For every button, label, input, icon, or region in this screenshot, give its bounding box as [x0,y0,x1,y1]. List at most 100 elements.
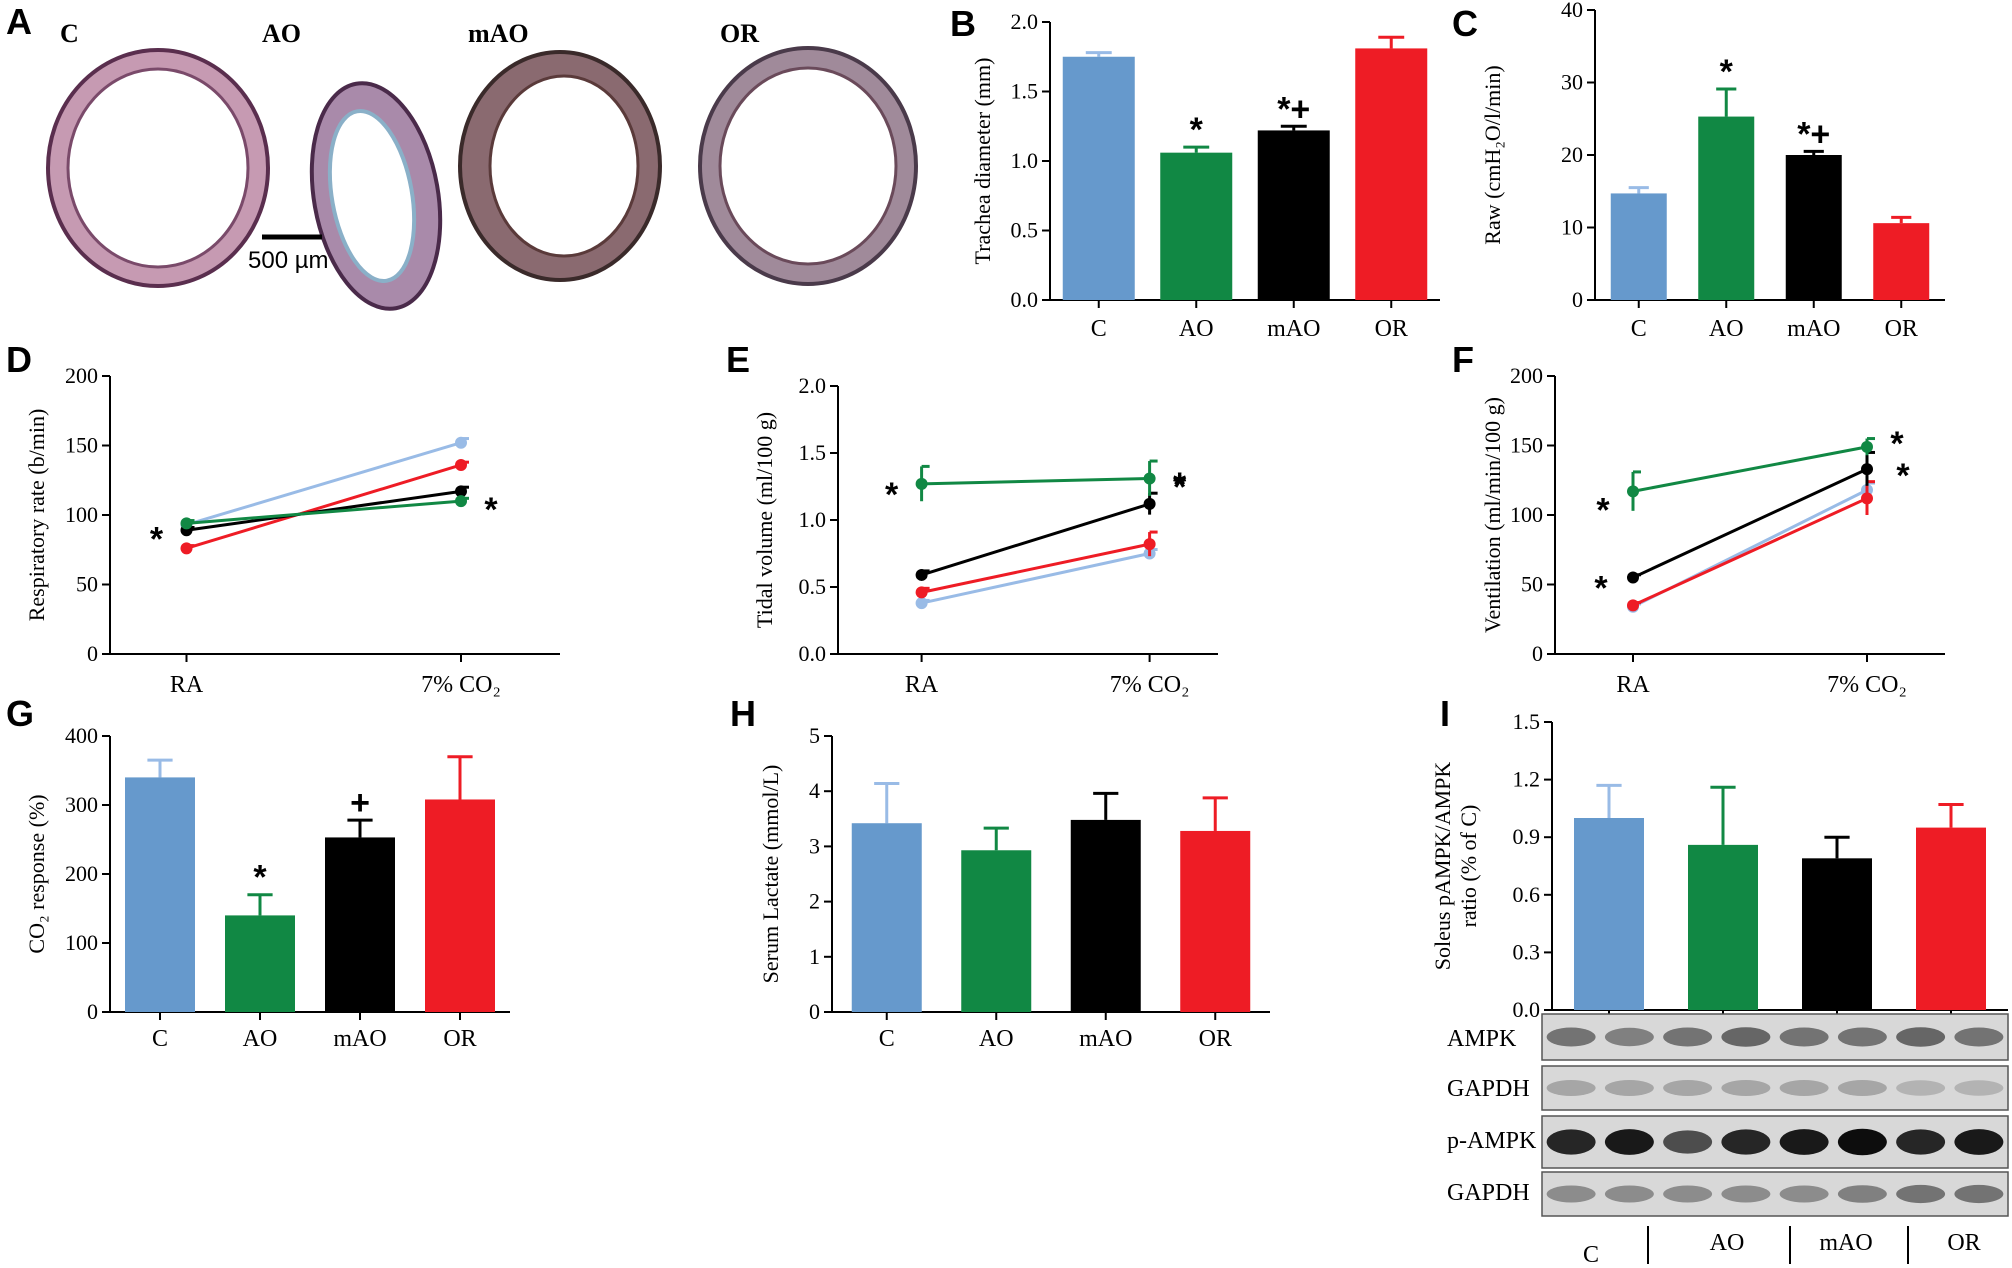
y-axis-label: Trachea diameter (mm) [970,58,995,265]
bar-or [425,799,495,1012]
y-tick-label: 150 [1510,433,1543,458]
data-point-mao [1861,463,1873,476]
bar-mao [1802,858,1872,1010]
blot-label-gapdh-1: GAPDH [1447,1076,1530,1102]
data-point-mao [1143,497,1156,510]
y-axis-label: Raw (cmH₂O/l/min) [1480,65,1505,244]
data-point-mao [1627,571,1639,584]
series-line-or [1632,496,1868,607]
bar-c [1610,193,1667,300]
bar-ao [961,850,1032,1012]
x-tick-label-c: C [1091,316,1107,342]
y-axis-label: Soleus pAMPK/AMPK [1430,762,1455,971]
data-point-or [1861,492,1873,505]
bar-c [1062,56,1135,300]
series-line-ao [921,476,1150,486]
bar-ao [225,915,295,1012]
x-tick-label: RA [905,672,939,698]
y-tick-label: 0 [87,641,98,666]
blot-band [1837,1027,1887,1047]
y-tick-label: 50 [1521,572,1543,597]
series-line-ao [1632,445,1868,493]
bar-mao [1785,155,1842,300]
bar-mao [1070,819,1141,1012]
x-tick-label-or: OR [1199,1026,1232,1052]
y-tick-label: 1.0 [1011,148,1039,173]
significance-marker: * [1594,570,1608,608]
y-tick-label: 200 [1510,363,1543,388]
y-tick-label: 400 [65,723,98,748]
blot-group-or: OR [1947,1230,1980,1256]
trachea-section-or [698,46,918,286]
data-point-or [1627,599,1639,612]
y-tick-label: 100 [1510,502,1543,527]
data-point-ao [1861,440,1873,453]
y-tick-label: 200 [65,363,98,388]
x-tick-label-ao: AO [243,1026,278,1052]
data-point-ao [1143,472,1156,485]
data-point-ao [915,477,928,490]
histo-label-ao: AO [262,19,301,48]
histo-label-mao: mAO [468,19,529,48]
y-tick-label: 0.5 [1011,218,1039,243]
y-tick-label: 2.0 [1011,9,1039,34]
x-tick-label-ao: AO [979,1026,1014,1052]
y-tick-label: 40 [1561,0,1583,22]
blot-band [1721,1185,1771,1203]
y-tick-label: 1 [809,944,820,969]
x-tick-label: 7% CO₂ [1827,672,1907,698]
data-point-c [455,436,467,449]
blot-band [1546,1027,1596,1047]
blot-band [1663,1130,1713,1154]
x-tick-label-or: OR [1375,316,1408,342]
y-tick-label: 1.2 [1513,767,1541,792]
y-axis-label: Tidal volume (ml/100 g) [752,412,777,628]
x-tick-label-c: C [879,1026,895,1052]
series-line-c [186,441,462,527]
panel-letter-b: B [950,3,976,44]
significance-marker-ao: * [253,859,267,897]
data-point-or [455,458,467,471]
data-point-ao [1627,485,1639,498]
x-tick-label-mao: mAO [1787,316,1840,342]
x-tick-label-mao: mAO [1079,1026,1132,1052]
significance-marker-ao: * [1720,53,1734,91]
blot-band [1721,1027,1771,1047]
y-tick-label: 100 [65,930,98,955]
y-tick-label: 1.5 [1011,79,1039,104]
x-tick-label-mao: mAO [1267,316,1320,342]
panel-g-chart: G 0 100 200 300 400 CO₂ response (%) C AO * mAO + OR [6,693,510,1052]
y-tick-label: 30 [1561,70,1583,95]
y-tick-label: 300 [65,792,98,817]
y-tick-label: 10 [1561,215,1583,240]
bar-or [1180,830,1251,1012]
y-tick-label: 2.0 [799,373,827,398]
y-tick-label: 1.5 [1513,709,1541,734]
blot-band [1779,1027,1829,1047]
data-point-mao [455,485,467,498]
blot-band [1546,1129,1596,1155]
blot-band [1604,1129,1654,1155]
panel-letter-g: G [6,693,34,734]
x-tick-label: 7% CO₂ [421,672,501,698]
panel-letter-d: D [6,339,32,380]
significance-marker: * [885,476,899,514]
blot-band [1954,1129,2004,1155]
blot-band [1896,1184,1946,1204]
panel-letter-h: H [730,693,756,734]
panel-b-chart: B 0.0 0.5 1.0 1.5 2.0 Trachea diameter (mm) C AO… [950,3,1440,342]
blot-label-p-ampk: p-AMPK [1447,1128,1537,1154]
x-tick-label-mao: mAO [333,1026,386,1052]
trachea-section-c [46,48,270,288]
data-point-ao [180,517,193,530]
significance-marker-mao: *+ [1277,90,1310,128]
blot-band [1604,1185,1654,1203]
blot-band [1837,1128,1887,1156]
significance-marker: * [1596,491,1610,529]
data-point-or [1143,538,1156,551]
blot-group-c: C [1583,1242,1599,1268]
y-tick-label: 200 [65,861,98,886]
significance-marker-mao: *+ [1797,115,1830,153]
